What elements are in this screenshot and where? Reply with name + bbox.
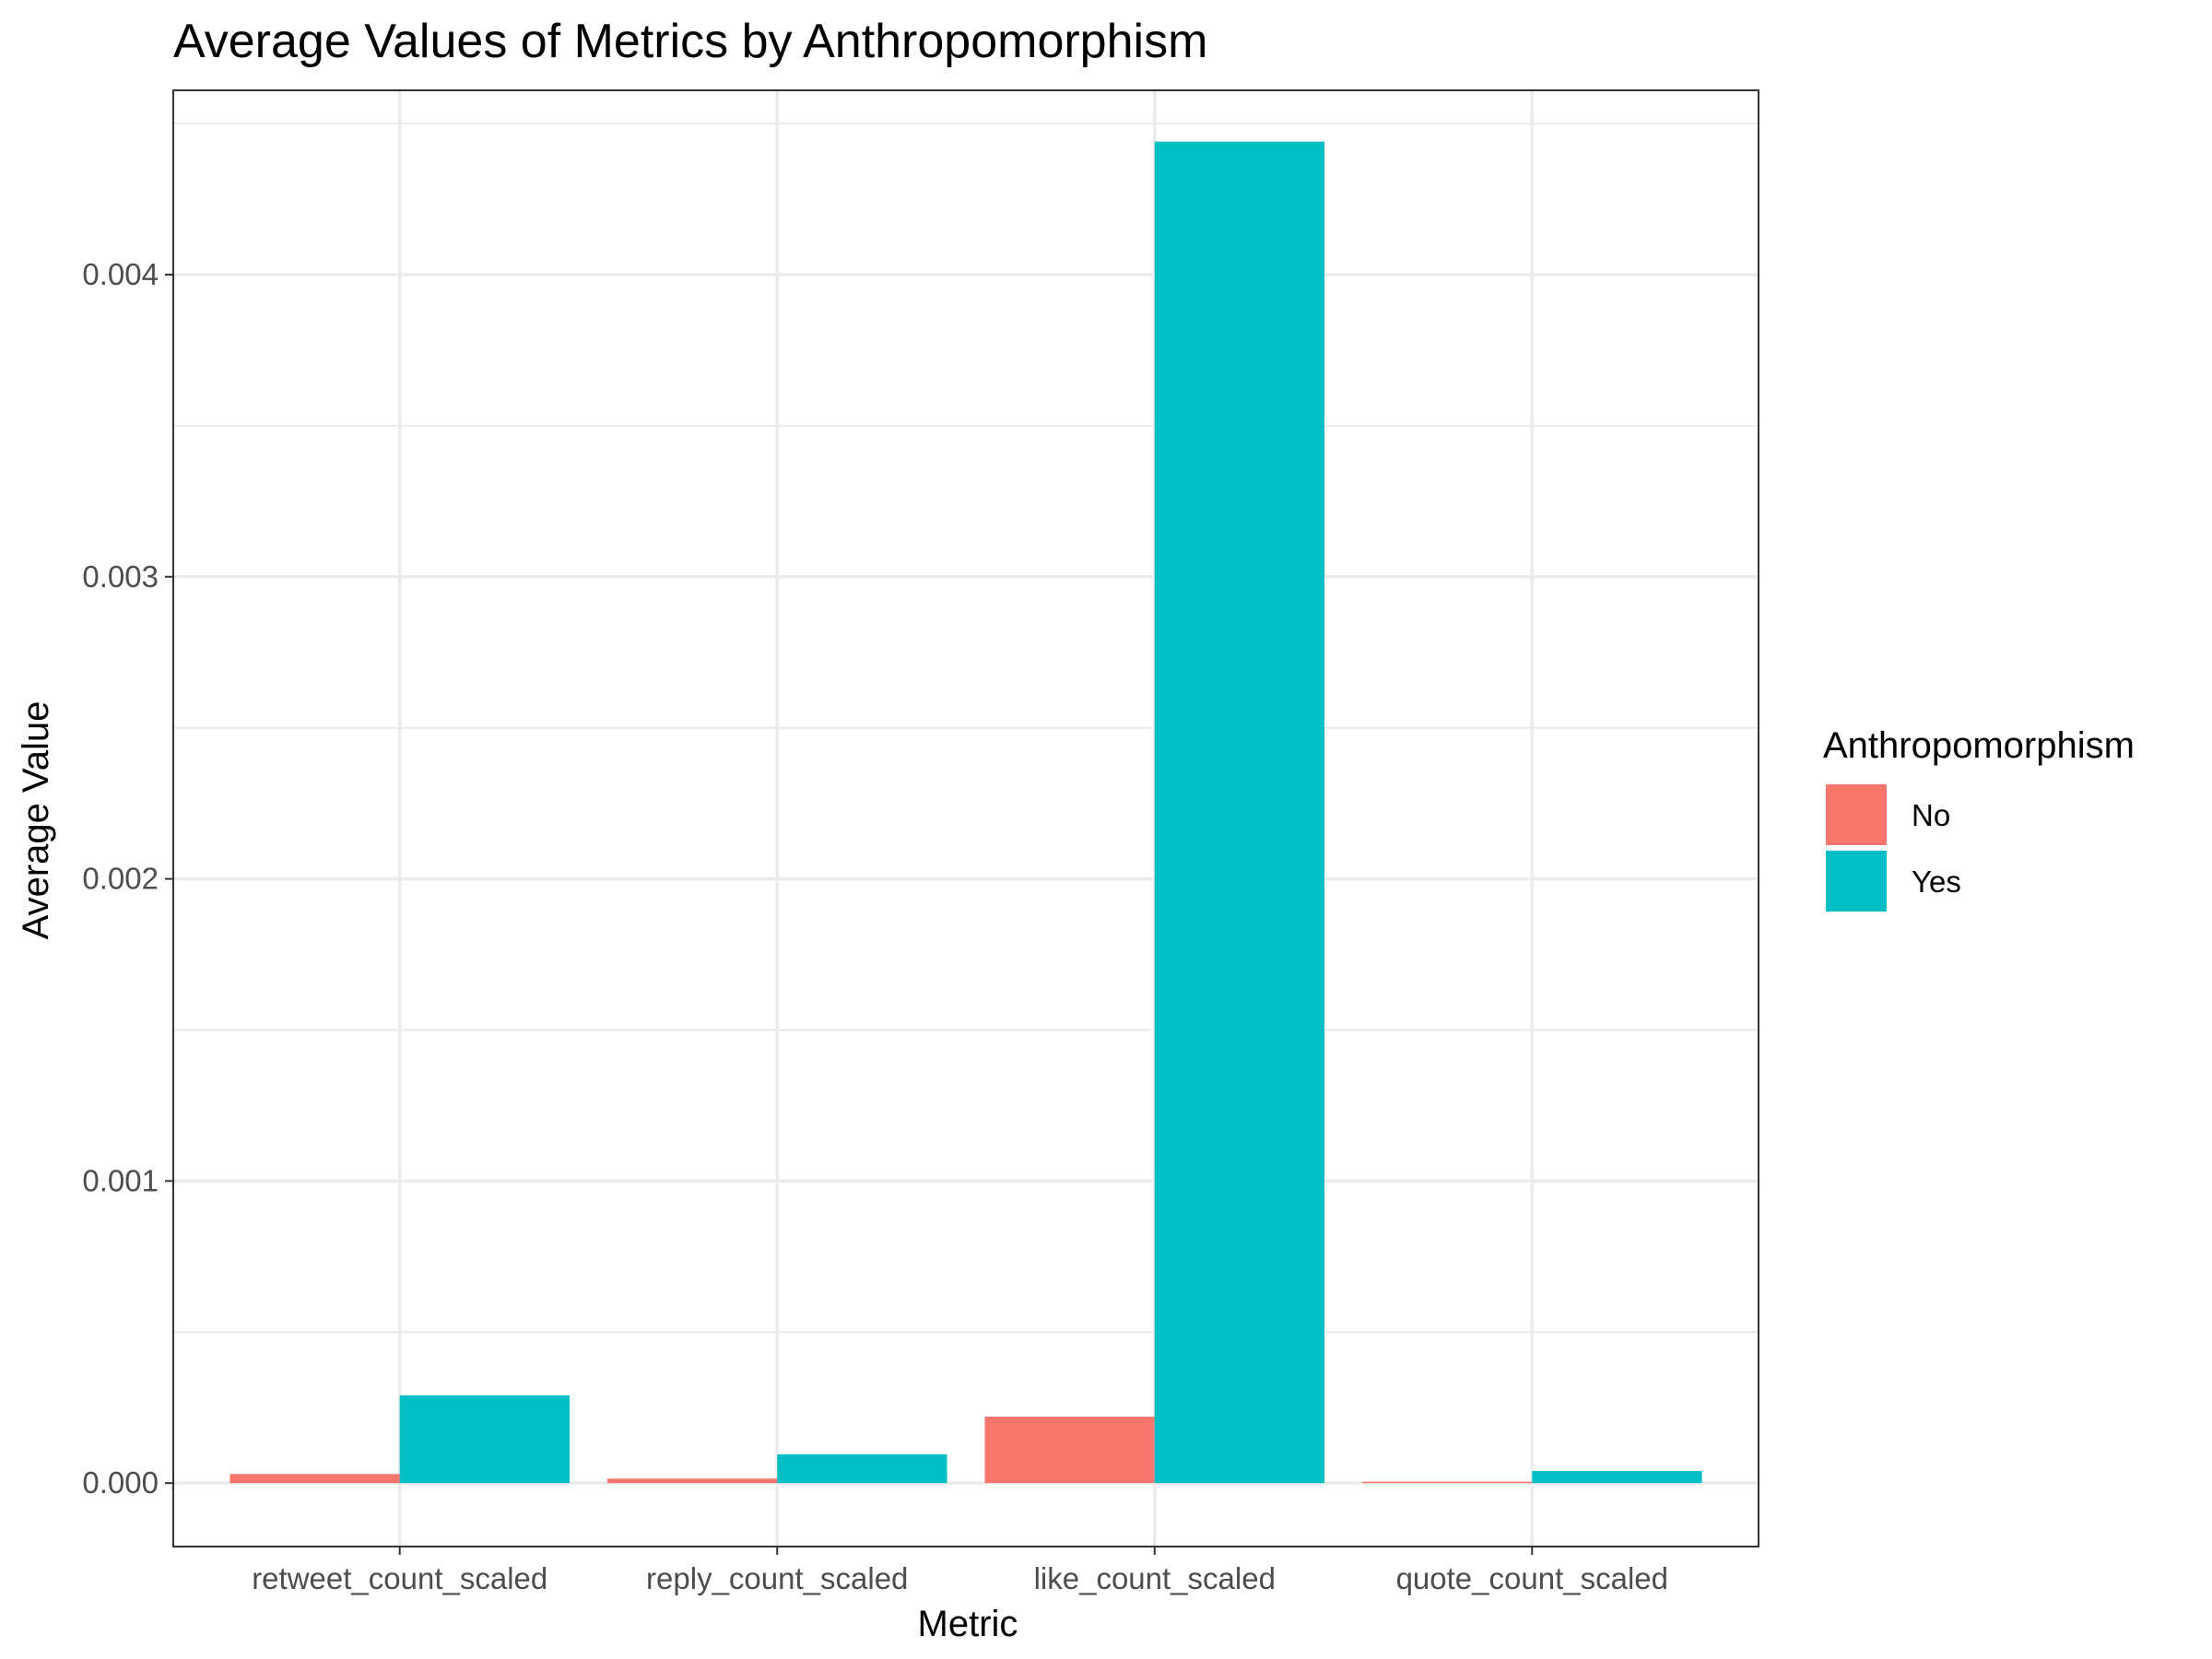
y-tick-label: 0.001	[82, 1163, 159, 1197]
bar-yes-retweet_count_scaled	[399, 1395, 570, 1484]
x-tick-label: reply_count_scaled	[646, 1561, 908, 1595]
legend-items: No Yes	[1824, 782, 1961, 913]
y-tick-label: 0.002	[82, 862, 159, 896]
bar-yes-quote_count_scaled	[1532, 1471, 1702, 1484]
legend-key-no	[1824, 782, 1888, 847]
y-tick-label: 0.003	[82, 559, 159, 594]
x-tick-label: quote_count_scaled	[1396, 1561, 1668, 1595]
x-tick-label: like_count_scaled	[1034, 1561, 1276, 1595]
y-axis: 0.000 0.001 0.002 0.003 0.004	[82, 257, 173, 1500]
panel-background	[173, 90, 1759, 1547]
bar-yes-like_count_scaled	[1154, 141, 1325, 1484]
legend-key-yes	[1824, 849, 1888, 913]
x-axis: retweet_count_scaled reply_count_scaled li…	[252, 1547, 1668, 1595]
bar-no-like_count_scaled	[984, 1417, 1155, 1484]
plot-panel	[172, 89, 1759, 1547]
x-axis-title: Metric	[918, 1604, 1018, 1644]
bar-no-quote_count_scaled	[1362, 1481, 1533, 1484]
bar-no-reply_count_scaled	[606, 1478, 778, 1484]
bars	[229, 141, 1702, 1484]
y-tick-label: 0.000	[82, 1465, 159, 1500]
legend: Anthropomorphism No Yes	[1823, 725, 2135, 913]
chart-title: Average Values of Metrics by Anthropomor…	[173, 15, 1207, 68]
y-axis-title: Average Value	[16, 701, 56, 940]
bar-no-retweet_count_scaled	[229, 1474, 400, 1484]
grid-major	[173, 90, 1759, 1547]
y-tick-label: 0.004	[82, 257, 159, 291]
x-tick-label: retweet_count_scaled	[252, 1561, 547, 1595]
grid-minor	[173, 123, 1759, 1334]
legend-label-no: No	[1912, 798, 1950, 832]
legend-title: Anthropomorphism	[1823, 725, 2135, 766]
panel-border	[172, 89, 1759, 1547]
legend-label-yes: Yes	[1912, 865, 1961, 899]
bar-yes-reply_count_scaled	[777, 1454, 947, 1484]
